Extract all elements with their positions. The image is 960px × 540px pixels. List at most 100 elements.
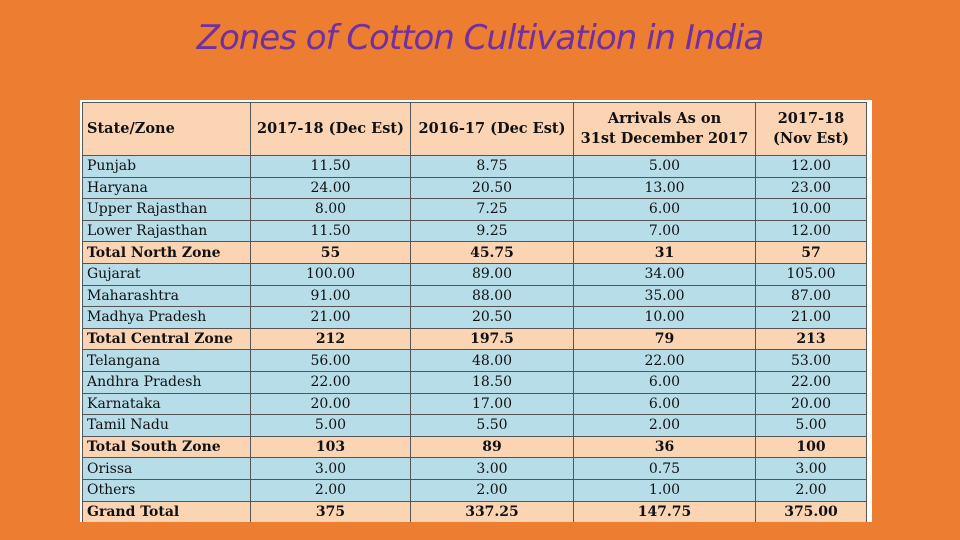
value-cell: 31 bbox=[573, 241, 756, 264]
value-cell: 17.00 bbox=[410, 392, 574, 416]
value-cell: 5.00 bbox=[250, 414, 411, 437]
column-header-1: 2017-18 (Dec Est) bbox=[250, 102, 411, 156]
row-label-cell: Madhya Pradesh bbox=[82, 306, 251, 329]
value-cell: 21.00 bbox=[250, 306, 411, 329]
slide-title: Zones of Cotton Cultivation in India bbox=[196, 18, 765, 58]
table-row: Lower Rajasthan 11.50 9.25 7.00 12.00 bbox=[82, 219, 867, 243]
value-cell: 147.75 bbox=[573, 500, 756, 522]
value-cell: 3.00 bbox=[250, 457, 411, 480]
value-cell: 5.00 bbox=[755, 414, 867, 437]
value-cell: 10.00 bbox=[573, 306, 756, 329]
value-cell: 8.00 bbox=[250, 198, 411, 221]
row-label-cell: Gujarat bbox=[82, 262, 251, 286]
value-cell: 20.00 bbox=[755, 392, 867, 416]
value-cell: 213 bbox=[755, 327, 867, 351]
column-header-line: 31st December 2017 bbox=[580, 130, 749, 147]
table-row: Andhra Pradesh 22.00 18.50 6.00 22.00 bbox=[82, 370, 867, 394]
value-cell: 212 bbox=[250, 327, 411, 351]
column-header-line: (Nov Est) bbox=[772, 130, 850, 147]
value-cell: 375.00 bbox=[755, 500, 867, 522]
column-header-line: State/Zone bbox=[87, 120, 175, 137]
table-row: Madhya Pradesh 21.00 20.50 10.00 21.00 bbox=[82, 306, 867, 329]
row-label-cell: Total North Zone bbox=[82, 241, 251, 264]
value-cell: 87.00 bbox=[755, 284, 867, 308]
value-cell: 12.00 bbox=[755, 219, 867, 243]
value-cell: 10.00 bbox=[755, 198, 867, 221]
value-cell: 89.00 bbox=[410, 262, 574, 286]
row-label-cell: Lower Rajasthan bbox=[82, 219, 251, 243]
row-label-cell: Upper Rajasthan bbox=[82, 198, 251, 221]
table-row: Gujarat 100.00 89.00 34.00 105.00 bbox=[82, 262, 867, 286]
value-cell: 100.00 bbox=[250, 262, 411, 286]
row-label-cell: Maharashtra bbox=[82, 284, 251, 308]
value-cell: 56.00 bbox=[250, 349, 411, 372]
value-cell: 23.00 bbox=[755, 176, 867, 200]
value-cell: 20.50 bbox=[410, 306, 574, 329]
table-row: Others 2.00 2.00 1.00 2.00 bbox=[82, 478, 867, 502]
value-cell: 2.00 bbox=[755, 478, 867, 502]
value-cell: 6.00 bbox=[573, 370, 756, 394]
row-label-cell: Andhra Pradesh bbox=[82, 370, 251, 394]
row-label-cell: Karnataka bbox=[82, 392, 251, 416]
value-cell: 2.00 bbox=[250, 478, 411, 502]
value-cell: 105.00 bbox=[755, 262, 867, 286]
value-cell: 100 bbox=[755, 435, 867, 459]
table-row: Maharashtra 91.00 88.00 35.00 87.00 bbox=[82, 284, 867, 308]
value-cell: 11.50 bbox=[250, 219, 411, 243]
value-cell: 6.00 bbox=[573, 392, 756, 416]
value-cell: 6.00 bbox=[573, 198, 756, 221]
value-cell: 55 bbox=[250, 241, 411, 264]
value-cell: 337.25 bbox=[410, 500, 574, 522]
value-cell: 375 bbox=[250, 500, 411, 522]
column-header-line: 2016-17 (Dec Est) bbox=[418, 120, 566, 137]
table-header: State/Zone 2017-18 (Dec Est) 2016-17 (Dec … bbox=[82, 102, 867, 156]
header-row: State/Zone 2017-18 (Dec Est) 2016-17 (Dec … bbox=[82, 102, 867, 156]
value-cell: 7.25 bbox=[410, 198, 574, 221]
value-cell: 22.00 bbox=[250, 370, 411, 394]
column-header-line: Arrivals As on bbox=[607, 110, 722, 127]
table-row: Haryana 24.00 20.50 13.00 23.00 bbox=[82, 176, 867, 200]
value-cell: 12.00 bbox=[755, 155, 867, 178]
row-label-cell: Haryana bbox=[82, 176, 251, 200]
value-cell: 79 bbox=[573, 327, 756, 351]
cotton-zones-table: State/Zone 2017-18 (Dec Est) 2016-17 (Dec … bbox=[82, 102, 867, 522]
value-cell: 88.00 bbox=[410, 284, 574, 308]
total-row: Grand Total 375 337.25 147.75 375.00 bbox=[82, 500, 867, 522]
value-cell: 103 bbox=[250, 435, 411, 459]
row-label-cell: Telangana bbox=[82, 349, 251, 372]
value-cell: 22.00 bbox=[573, 349, 756, 372]
value-cell: 57 bbox=[755, 241, 867, 264]
value-cell: 8.75 bbox=[410, 155, 574, 178]
value-cell: 18.50 bbox=[410, 370, 574, 394]
column-header-0: State/Zone bbox=[82, 102, 251, 156]
value-cell: 45.75 bbox=[410, 241, 574, 264]
column-header-line: 2017-18 bbox=[777, 110, 845, 127]
total-row: Total South Zone 103 89 36 100 bbox=[82, 435, 867, 459]
value-cell: 9.25 bbox=[410, 219, 574, 243]
total-row: Total North Zone 55 45.75 31 57 bbox=[82, 241, 867, 264]
value-cell: 5.50 bbox=[410, 414, 574, 437]
table-body: Punjab 11.50 8.75 5.00 12.00 Haryana 24.00 20.5… bbox=[82, 155, 867, 522]
value-cell: 48.00 bbox=[410, 349, 574, 372]
value-cell: 89 bbox=[410, 435, 574, 459]
value-cell: 21.00 bbox=[755, 306, 867, 329]
value-cell: 35.00 bbox=[573, 284, 756, 308]
row-label-cell: Orissa bbox=[82, 457, 251, 480]
value-cell: 24.00 bbox=[250, 176, 411, 200]
table-row: Telangana 56.00 48.00 22.00 53.00 bbox=[82, 349, 867, 372]
value-cell: 36 bbox=[573, 435, 756, 459]
value-cell: 3.00 bbox=[410, 457, 574, 480]
table-row: Orissa 3.00 3.00 0.75 3.00 bbox=[82, 457, 867, 480]
row-label-cell: Total South Zone bbox=[82, 435, 251, 459]
value-cell: 7.00 bbox=[573, 219, 756, 243]
value-cell: 20.00 bbox=[250, 392, 411, 416]
value-cell: 2.00 bbox=[573, 414, 756, 437]
column-header-2: 2016-17 (Dec Est) bbox=[410, 102, 574, 156]
value-cell: 34.00 bbox=[573, 262, 756, 286]
column-header-3: Arrivals As on 31st December 2017 bbox=[573, 102, 756, 156]
row-label-cell: Tamil Nadu bbox=[82, 414, 251, 437]
value-cell: 5.00 bbox=[573, 155, 756, 178]
row-label-cell: Punjab bbox=[82, 155, 251, 178]
row-label-cell: Total Central Zone bbox=[82, 327, 251, 351]
value-cell: 197.5 bbox=[410, 327, 574, 351]
